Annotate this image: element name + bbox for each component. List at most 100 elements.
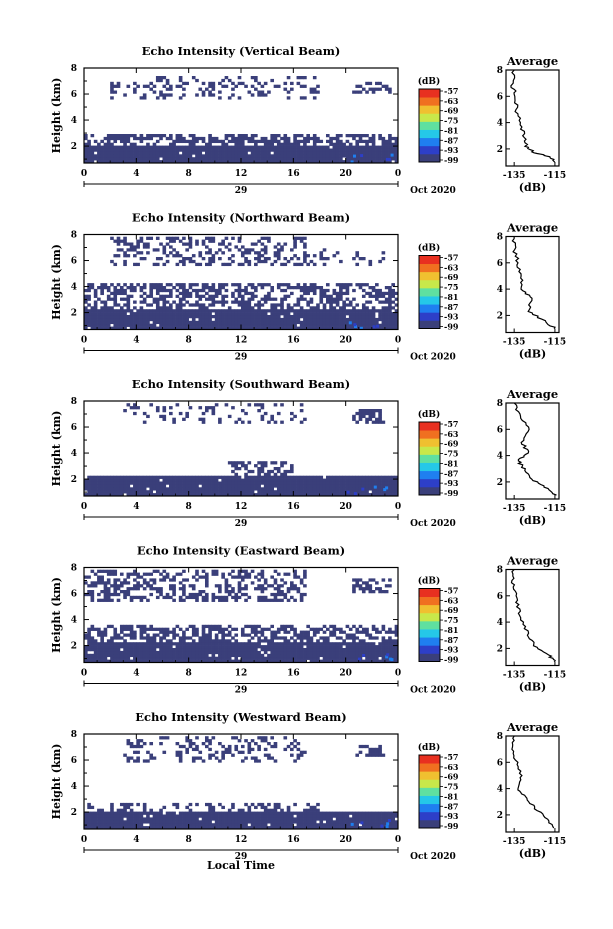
echo-cell (257, 587, 261, 591)
echo-cell (257, 653, 261, 658)
echo-cell (345, 157, 350, 161)
echo-cell (201, 487, 206, 491)
echo-cell (312, 148, 317, 152)
echo-cell (149, 484, 154, 488)
echo-cell (198, 650, 203, 655)
echo-cell (365, 475, 369, 479)
echo-cell (263, 481, 268, 485)
echo-cell (113, 478, 118, 482)
echo-cell (365, 633, 369, 637)
echo-cell (283, 136, 288, 141)
echo-cell (84, 148, 88, 152)
echo-cell (149, 315, 154, 319)
echo-cell (175, 148, 180, 152)
echo-cell (178, 645, 183, 649)
echo-cell (365, 420, 369, 424)
x-tick-label: 16 (287, 669, 300, 679)
echo-cell (273, 659, 278, 663)
echo-cell (211, 326, 216, 330)
echo-cell (201, 154, 206, 158)
echo-cell (240, 478, 245, 482)
echo-cell (218, 315, 222, 319)
echo-cell (388, 309, 392, 313)
echo-cell (237, 478, 242, 482)
echo-cell (254, 653, 258, 658)
echo-cell (335, 151, 340, 155)
echo-cell (201, 320, 206, 325)
echo-cell (139, 826, 144, 830)
echo-cell (87, 303, 91, 307)
echo-cell (155, 595, 160, 600)
echo-cell (267, 420, 271, 424)
echo-cell (381, 251, 386, 255)
echo-cell (178, 595, 183, 600)
echo-cell (257, 326, 261, 330)
echo-cell (247, 478, 252, 482)
echo-cell (273, 630, 278, 634)
echo-cell (381, 478, 386, 482)
echo-cell (388, 630, 392, 634)
colorbar-segment (419, 105, 440, 114)
echo-cell (123, 312, 127, 316)
echo-cell (218, 648, 222, 652)
echo-cell (155, 633, 160, 637)
echo-cell (384, 145, 389, 149)
echo-cell (136, 406, 140, 410)
echo-cell (306, 136, 310, 141)
echo-cell (139, 315, 144, 319)
echo-cell (280, 461, 284, 465)
echo-cell (93, 312, 98, 316)
echo-cell (188, 286, 193, 290)
echo-cell (185, 157, 189, 161)
echo-cell (119, 145, 124, 149)
echo-cell (97, 320, 101, 325)
echo-cell (332, 291, 337, 296)
echo-cell (162, 93, 167, 97)
echo-cell (358, 493, 363, 497)
echo-cell (273, 420, 278, 424)
echo-cell (319, 493, 324, 497)
echo-cell (152, 659, 157, 663)
echo-cell (296, 633, 301, 637)
echo-cell (365, 154, 369, 158)
y-tick-label: 6 (71, 423, 77, 433)
echo-cell (211, 484, 216, 488)
echo-cell (312, 96, 317, 100)
echo-cell (375, 148, 379, 152)
echo-cell (290, 645, 294, 649)
echo-cell (139, 487, 144, 491)
echo-cell (149, 648, 154, 652)
echo-cell (224, 84, 229, 88)
echo-cell (178, 254, 183, 258)
echo-cell (152, 262, 157, 267)
echo-cell (378, 642, 382, 646)
echo-cell (371, 414, 376, 419)
echo-cell (195, 78, 199, 83)
echo-cell (368, 656, 373, 660)
echo-cell (100, 826, 104, 830)
echo-cell (339, 160, 343, 164)
echo-cell (325, 478, 330, 482)
echo-cell (195, 160, 199, 164)
echo-cell (136, 581, 140, 585)
y-axis-label: Height (km) (50, 244, 63, 320)
echo-cell (227, 309, 232, 313)
panel-2: Echo Intensity (Southward Beam)2468Heigh… (50, 377, 566, 529)
echo-cell (280, 472, 284, 477)
echo-cell (322, 291, 327, 296)
echo-cell (221, 484, 225, 488)
echo-cell (97, 656, 101, 660)
echo-cell (149, 312, 154, 316)
echo-cell (247, 312, 252, 316)
echo-cell (110, 598, 114, 602)
echo-cell (172, 236, 176, 240)
echo-cell (149, 136, 154, 141)
echo-cell (106, 151, 111, 155)
echo-cell (267, 157, 271, 161)
echo-cell (221, 639, 225, 643)
echo-cell (208, 134, 212, 138)
echo-cell (378, 417, 382, 421)
echo-cell (227, 306, 232, 310)
echo-cell (218, 90, 222, 94)
echo-cell (139, 633, 144, 637)
